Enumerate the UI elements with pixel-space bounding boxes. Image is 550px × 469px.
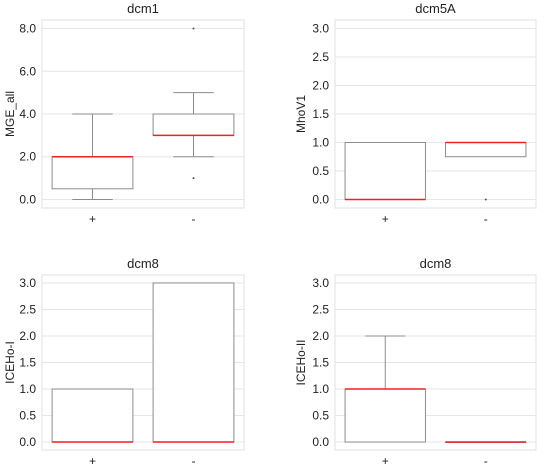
- box-body: [51, 156, 134, 190]
- x-tick-label: -: [192, 454, 196, 468]
- panel-4: 0.0 0.5 1.0 1.5 2.0 2.5 3.0 + - dcm8 ICEHo-II: [294, 256, 537, 468]
- y-tick-label: 0.5: [19, 409, 36, 423]
- box-minus: [445, 441, 527, 444]
- box-body: [445, 141, 527, 158]
- y-axis-label: ICEHo-II: [294, 339, 308, 385]
- y-tick-label: 1.5: [312, 107, 329, 121]
- outlier-point: [192, 177, 195, 180]
- y-axis-label: ICEHo-I: [3, 341, 17, 384]
- y-tick-label: 1.0: [312, 382, 329, 396]
- outlier-point: [484, 198, 487, 201]
- panel-2: 0.0 0.5 1.0 1.5 2.0 2.5 3.0 + - dcm5A MhoV1: [294, 1, 537, 226]
- y-tick-label: 0.0: [312, 435, 329, 449]
- panel-3: 0.0 0.5 1.0 1.5 2.0 2.5 3.0 + - dcm8 ICEHo-I: [3, 256, 245, 468]
- y-tick-label: 4.0: [19, 107, 36, 121]
- y-tick-label: 1.5: [312, 356, 329, 370]
- y-tick-label: 2.0: [312, 79, 329, 93]
- y-tick-label: 2.5: [19, 302, 36, 316]
- x-tick-label: +: [89, 212, 96, 226]
- panel-title: dcm5A: [415, 1, 456, 16]
- box-minus: [445, 141, 527, 201]
- y-tick-label: 0.5: [312, 164, 329, 178]
- box-body: [344, 141, 426, 200]
- y-tick-label: 3.0: [312, 276, 329, 290]
- y-tick-label: 1.0: [312, 135, 329, 149]
- box-plus: [51, 113, 134, 200]
- box-plus: [51, 388, 134, 443]
- x-tick-label: +: [382, 454, 389, 468]
- y-tick-label: 8.0: [19, 22, 36, 36]
- box-plus: [344, 141, 426, 201]
- y-tick-label: 1.5: [19, 356, 36, 370]
- y-tick-label: 2.0: [19, 150, 36, 164]
- y-axis-label: MhoV1: [294, 95, 308, 133]
- box-body: [152, 282, 235, 443]
- panel-title: dcm1: [127, 1, 159, 16]
- x-tick-label: -: [192, 212, 196, 226]
- y-tick-label: 2.5: [312, 302, 329, 316]
- y-tick-label: 2.0: [19, 329, 36, 343]
- y-tick-label: 2.5: [312, 50, 329, 64]
- box-minus: [152, 27, 235, 180]
- x-tick-label: +: [382, 212, 389, 226]
- box-body: [152, 113, 235, 136]
- panel-1: 0.0 2.0 4.0 6.0 8.0 + - dcm1 MGE_all: [3, 1, 245, 226]
- y-tick-label: 2.0: [312, 329, 329, 343]
- y-tick-label: 0.0: [19, 192, 36, 206]
- y-tick-label: 0.0: [312, 192, 329, 206]
- y-tick-label: 1.0: [19, 382, 36, 396]
- box-body: [344, 388, 426, 443]
- y-tick-label: 3.0: [312, 22, 329, 36]
- y-tick-label: 0.5: [312, 409, 329, 423]
- box-plus: [344, 335, 426, 443]
- y-axis-label: MGE_all: [3, 91, 17, 137]
- panel-title: dcm8: [420, 256, 452, 271]
- y-tick-label: 3.0: [19, 276, 36, 290]
- x-tick-label: -: [484, 212, 488, 226]
- box-body: [51, 388, 134, 443]
- panel-title: dcm8: [127, 256, 159, 271]
- outlier-point: [192, 27, 195, 30]
- x-tick-label: -: [484, 454, 488, 468]
- x-tick-label: +: [89, 454, 96, 468]
- y-tick-label: 0.0: [19, 435, 36, 449]
- box-minus: [152, 282, 235, 443]
- y-tick-label: 6.0: [19, 64, 36, 78]
